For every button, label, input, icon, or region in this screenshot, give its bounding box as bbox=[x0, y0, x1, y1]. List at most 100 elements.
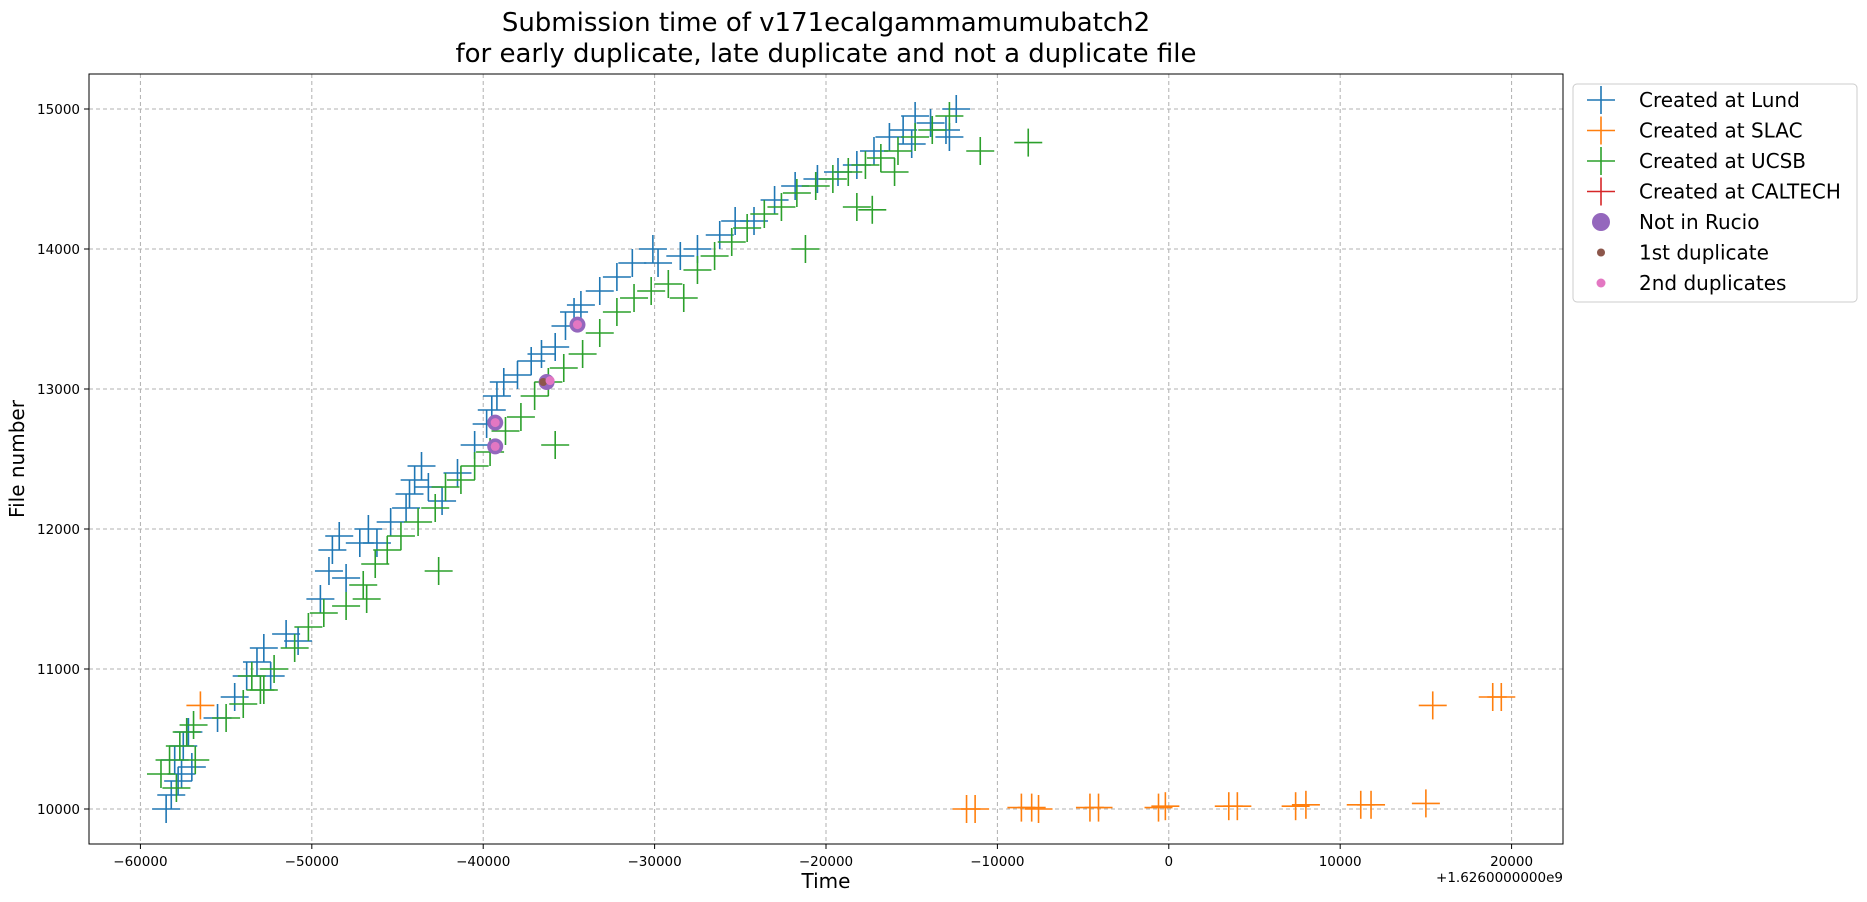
data-point bbox=[314, 557, 343, 585]
data-point bbox=[1411, 789, 1440, 818]
data-point bbox=[157, 781, 186, 809]
data-point bbox=[654, 270, 683, 298]
data-point bbox=[866, 144, 895, 172]
data-point bbox=[446, 466, 475, 494]
data-point bbox=[229, 690, 258, 718]
legend: Created at Lund Created at SLAC Created at… bbox=[1572, 83, 1858, 303]
y-tick-label: 14000 bbox=[37, 242, 80, 258]
data-point bbox=[683, 256, 712, 284]
data-point bbox=[740, 207, 769, 235]
legend-marker-plus bbox=[1587, 116, 1615, 145]
data-point bbox=[883, 137, 912, 165]
x-tick-label: −40000 bbox=[456, 854, 510, 870]
data-point bbox=[889, 116, 918, 144]
data-point bbox=[669, 284, 698, 312]
data-point bbox=[165, 732, 194, 760]
data-point bbox=[767, 193, 796, 221]
data-point bbox=[834, 158, 863, 186]
data-point bbox=[916, 109, 945, 137]
y-tick-label: 12000 bbox=[37, 522, 80, 538]
data-point bbox=[306, 585, 335, 613]
data-point bbox=[325, 522, 354, 550]
data-point bbox=[489, 368, 518, 396]
data-point bbox=[1024, 795, 1053, 823]
data-point bbox=[1144, 793, 1173, 822]
data-point bbox=[177, 753, 206, 781]
data-point bbox=[354, 515, 383, 543]
data-point bbox=[361, 550, 390, 578]
data-point bbox=[272, 620, 301, 648]
data-point bbox=[566, 291, 595, 319]
data-point bbox=[249, 634, 278, 662]
data-point bbox=[186, 691, 215, 720]
grid-lines bbox=[89, 74, 1563, 844]
series-created-at-ucsb bbox=[146, 102, 1043, 802]
y-tick-label: 13000 bbox=[37, 382, 80, 398]
series-created-at-lund bbox=[152, 95, 971, 823]
series-2nd-duplicates bbox=[490, 320, 582, 451]
series-1st-duplicate bbox=[539, 378, 548, 386]
data-point bbox=[750, 200, 779, 228]
data-point bbox=[644, 249, 673, 277]
data-point bbox=[733, 214, 762, 242]
y-tick-label: 10000 bbox=[37, 802, 80, 818]
legend-label: 1st duplicate bbox=[1639, 241, 1769, 265]
data-point bbox=[404, 508, 433, 536]
data-point bbox=[858, 195, 887, 224]
legend-item-created-at-lund: Created at Lund bbox=[1587, 86, 1800, 114]
data-point bbox=[491, 417, 520, 445]
data-point bbox=[349, 571, 378, 599]
data-point bbox=[443, 459, 472, 487]
data-point bbox=[717, 228, 746, 256]
x-tick-label: −30000 bbox=[627, 854, 681, 870]
data-point bbox=[431, 473, 460, 501]
data-point bbox=[421, 494, 450, 522]
data-point bbox=[875, 123, 904, 151]
chart-title-line-1: Submission time of v171ecalgammamumubatc… bbox=[502, 8, 1150, 38]
data-point bbox=[352, 585, 381, 613]
x-axis-offset-label: +1.6260000000e9 bbox=[1436, 870, 1563, 886]
series-not-in-rucio bbox=[487, 316, 586, 455]
data-point bbox=[172, 718, 201, 746]
data-point bbox=[1487, 683, 1516, 711]
chart-title-line-2: for early duplicate, late duplicate and … bbox=[455, 39, 1196, 69]
data-point bbox=[1418, 691, 1447, 720]
data-point bbox=[249, 676, 278, 704]
data-point bbox=[901, 123, 930, 151]
data-point bbox=[880, 158, 909, 186]
legend-marker-plus bbox=[1587, 86, 1615, 114]
data-point bbox=[602, 298, 631, 326]
data-point bbox=[572, 320, 582, 330]
data-point bbox=[164, 767, 193, 795]
data-point bbox=[585, 319, 614, 347]
data-point bbox=[791, 235, 820, 263]
data-point bbox=[407, 452, 436, 480]
data-point bbox=[376, 508, 405, 536]
legend-label: Created at Lund bbox=[1639, 88, 1800, 112]
legend-marker-plus bbox=[1587, 177, 1615, 206]
data-point bbox=[428, 487, 457, 515]
data-point bbox=[395, 480, 424, 508]
data-point bbox=[897, 130, 926, 158]
data-points bbox=[146, 95, 1516, 823]
data-point bbox=[966, 137, 995, 165]
data-point bbox=[332, 564, 361, 592]
data-point bbox=[1017, 793, 1046, 822]
data-point bbox=[1084, 793, 1113, 822]
data-point bbox=[935, 102, 964, 130]
data-point bbox=[490, 441, 500, 451]
x-tick-label: 0 bbox=[1164, 854, 1173, 870]
data-point bbox=[460, 452, 489, 480]
legend-marker-plus bbox=[1587, 147, 1615, 175]
y-tick-label: 15000 bbox=[37, 102, 80, 118]
data-point bbox=[842, 193, 871, 221]
data-point bbox=[1223, 792, 1252, 821]
data-point bbox=[568, 340, 597, 368]
data-point bbox=[506, 403, 535, 431]
data-point bbox=[549, 354, 578, 382]
data-point bbox=[280, 634, 309, 662]
data-point bbox=[400, 466, 429, 494]
data-point bbox=[541, 431, 570, 459]
data-point bbox=[851, 151, 880, 179]
data-point bbox=[503, 361, 532, 389]
